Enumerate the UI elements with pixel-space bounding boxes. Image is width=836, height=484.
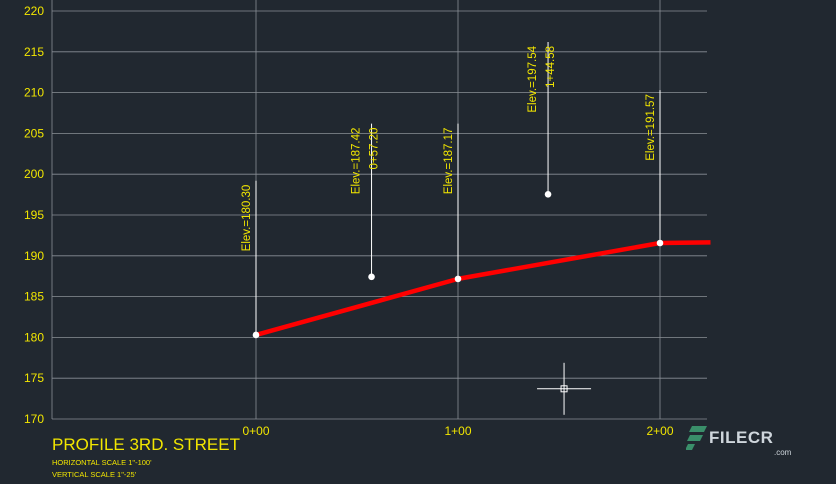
elevation-point[interactable] (252, 331, 260, 339)
y-tick-label: 200 (24, 167, 44, 181)
y-tick-label: 185 (24, 290, 44, 304)
vertical-scale-label: VERTICAL SCALE 1"-25' (52, 470, 137, 479)
x-tick-label: 0+00 (242, 424, 269, 438)
elevation-point[interactable] (544, 190, 552, 198)
elevation-point[interactable] (656, 239, 664, 247)
elevation-label: Elev.=191.57 (645, 94, 657, 161)
crosshair-pickbox (560, 385, 568, 393)
y-tick-label: 180 (24, 330, 44, 344)
watermark-text: FILECR (709, 428, 774, 447)
watermark-icon (686, 426, 707, 450)
x-tick-label: 2+00 (646, 424, 673, 438)
elevation-point[interactable] (368, 273, 375, 281)
crosshair-cursor (537, 362, 592, 415)
elevation-label: Elev.=180.30 (241, 185, 253, 252)
watermark-domain: .com (774, 448, 792, 457)
station-label: 1+44.58 (545, 46, 557, 88)
elevation-label: Elev.=187.17 (443, 128, 455, 195)
elevation-point[interactable] (454, 275, 462, 283)
profile-title: PROFILE 3RD. STREET (52, 435, 240, 454)
y-tick-label: 175 (24, 371, 44, 385)
elevation-label: Elev.=187.42 (351, 128, 363, 195)
watermark-logo: FILECR .com (686, 424, 796, 460)
profile-line (255, 240, 711, 338)
elevation-label: Elev.=197.54 (527, 45, 539, 112)
x-tick-label: 1+00 (444, 424, 471, 438)
y-tick-label: 195 (24, 208, 44, 222)
y-tick-label: 170 (24, 412, 44, 426)
y-tick-label: 215 (24, 45, 44, 59)
y-tick-label: 210 (24, 86, 44, 100)
station-label: 0+57.20 (369, 128, 381, 170)
horizontal-scale-label: HORIZONTAL SCALE 1"-100' (52, 458, 152, 467)
y-tick-label: 220 (24, 4, 44, 18)
y-tick-label: 205 (24, 126, 44, 140)
y-tick-label: 190 (24, 249, 44, 263)
